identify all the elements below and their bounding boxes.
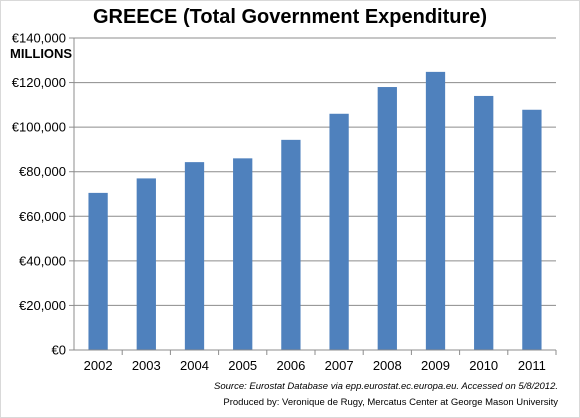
axes: [69, 37, 557, 355]
x-tick-label: 2005: [228, 358, 257, 373]
x-tick-label: 2004: [180, 358, 209, 373]
x-tick-label: 2002: [84, 358, 113, 373]
bar: [522, 109, 542, 350]
x-tick-label: 2007: [325, 358, 354, 373]
y-tick-label: €120,000: [12, 75, 66, 90]
x-tick-label: 2010: [469, 358, 498, 373]
y-tick-label: €20,000: [19, 298, 66, 313]
bar: [88, 192, 108, 350]
y-axis-units-label: MILLIONS: [10, 46, 73, 61]
bars: [88, 71, 542, 351]
x-tick-label: 2006: [276, 358, 305, 373]
y-tick-label: €140,000: [12, 31, 66, 46]
bar: [184, 162, 205, 350]
x-tick-label: 2008: [373, 358, 402, 373]
bar: [233, 158, 253, 350]
bar: [425, 71, 446, 351]
chart-title: GREECE (Total Government Expenditure): [92, 6, 488, 28]
bar: [136, 178, 156, 350]
bar: [474, 95, 494, 350]
tick-labels: €0 €20,000 €40,000 €60,000 €80,000 €100,000 €1…: [12, 31, 546, 374]
bar: [329, 113, 349, 351]
bar: [281, 139, 301, 350]
x-tick-label: 2009: [421, 358, 450, 373]
y-tick-label: €60,000: [19, 209, 66, 224]
x-tick-label: 2011: [518, 358, 546, 373]
credit-note: Produced by: Veronique de Rugy, Mercatus…: [223, 397, 558, 408]
y-tick-label: €40,000: [19, 253, 66, 268]
y-tick-label: €0: [52, 343, 66, 358]
y-tick-label: €100,000: [12, 120, 66, 135]
y-tick-label: €80,000: [19, 164, 66, 179]
x-tick-label: 2003: [132, 358, 161, 373]
bar: [377, 87, 397, 351]
source-note: Source: Eurostat Database via epp.eurost…: [214, 381, 558, 392]
